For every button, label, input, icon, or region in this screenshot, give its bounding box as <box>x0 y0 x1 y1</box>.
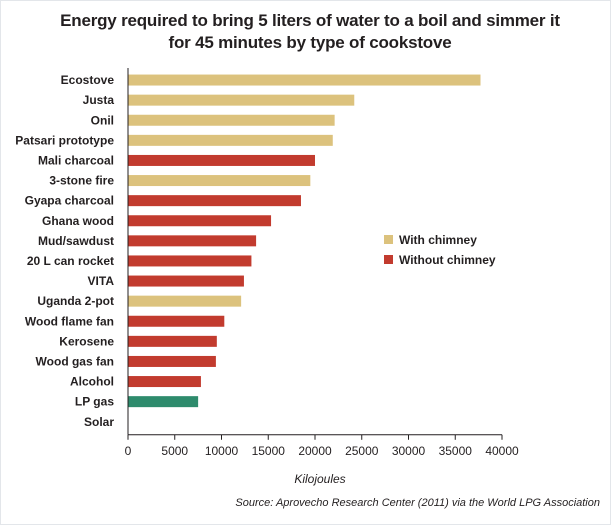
bar-onil <box>128 114 335 126</box>
category-label-justa: Justa <box>83 93 115 107</box>
x-tick-label: 15000 <box>252 444 286 458</box>
category-label-vita: VITA <box>88 274 115 288</box>
bar-kerosene <box>128 335 217 347</box>
legend-swatch-with-chimney <box>384 235 393 244</box>
category-label-uganda-2-pot: Uganda 2-pot <box>37 294 114 308</box>
bar-wood-flame-fan <box>128 315 225 327</box>
category-label-wood-gas-fan: Wood gas fan <box>36 354 114 368</box>
x-tick-label: 20000 <box>298 444 332 458</box>
bar-patsari-prototype <box>128 134 333 146</box>
category-label-kerosene: Kerosene <box>59 334 114 348</box>
bar-3-stone-fire <box>128 175 311 187</box>
category-label-20-l-can-rocket: 20 L can rocket <box>27 254 114 268</box>
x-tick-label: 0 <box>125 444 132 458</box>
chart-title: Energy required to bring 5 liters of wat… <box>20 10 600 54</box>
category-label-mud-sawdust: Mud/sawdust <box>38 234 114 248</box>
legend: With chimney Without chimney <box>384 233 496 267</box>
x-tick-label: 5000 <box>161 444 188 458</box>
chart-title-line-1: Energy required to bring 5 liters of wat… <box>60 11 560 30</box>
chart-title-line-2: for 45 minutes by type of cookstove <box>168 33 452 52</box>
legend-label-with-chimney: With chimney <box>399 233 477 247</box>
x-axis: 0 5000 10000 15000 20000 25000 30000 35000 40000 <box>125 68 519 458</box>
bar-20-l-can-rocket <box>128 255 252 267</box>
bar-alcohol <box>128 376 201 388</box>
category-label-lp-gas: LP gas <box>75 395 114 409</box>
category-label-wood-flame-fan: Wood flame fan <box>25 314 114 328</box>
x-axis-label: Kilojoules <box>294 472 346 486</box>
x-tick-label: 40000 <box>485 444 519 458</box>
category-label-3-stone-fire: 3-stone fire <box>49 174 114 188</box>
category-label-ghana-wood: Ghana wood <box>42 214 114 228</box>
bar-mud-sawdust <box>128 235 257 247</box>
bar-vita <box>128 275 244 287</box>
category-labels: Ecostove Justa Onil Patsari prototype Mali c… <box>15 73 114 429</box>
category-label-onil: Onil <box>91 113 114 127</box>
bar-justa <box>128 94 355 106</box>
bar-ghana-wood <box>128 215 272 227</box>
bar-wood-gas-fan <box>128 355 216 367</box>
legend-label-without-chimney: Without chimney <box>399 253 496 267</box>
bar-gyapa-charcoal <box>128 195 301 207</box>
source-note: Source: Aprovecho Research Center (2011)… <box>235 497 600 509</box>
category-label-gyapa-charcoal: Gyapa charcoal <box>25 194 114 208</box>
category-label-mali-charcoal: Mali charcoal <box>38 153 114 167</box>
bar-ecostove <box>128 74 481 86</box>
x-tick-label: 25000 <box>345 444 379 458</box>
x-tick-label: 10000 <box>205 444 239 458</box>
category-label-ecostove: Ecostove <box>61 73 115 87</box>
x-tick-label: 35000 <box>439 444 473 458</box>
category-label-patsari-prototype: Patsari prototype <box>15 133 114 147</box>
category-label-solar: Solar <box>84 415 114 429</box>
category-label-alcohol: Alcohol <box>70 375 114 389</box>
legend-swatch-without-chimney <box>384 255 393 264</box>
x-tick-label: 30000 <box>392 444 426 458</box>
bar-lp-gas <box>128 396 199 408</box>
bars-group <box>128 74 481 408</box>
bar-uganda-2-pot <box>128 295 242 307</box>
bar-mali-charcoal <box>128 154 315 166</box>
